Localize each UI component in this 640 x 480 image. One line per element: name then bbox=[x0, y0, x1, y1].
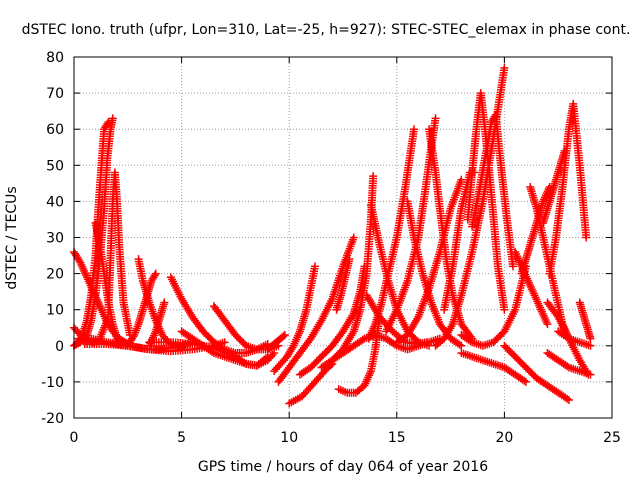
data-point-marker bbox=[509, 262, 518, 271]
data-point-marker bbox=[369, 172, 378, 181]
x-tick-label: 15 bbox=[388, 430, 406, 446]
data-point-marker bbox=[345, 255, 354, 264]
y-tick-label: 70 bbox=[46, 86, 64, 102]
data-series bbox=[392, 175, 466, 347]
x-tick-label: 25 bbox=[603, 430, 621, 446]
data-series bbox=[468, 110, 518, 271]
data-point-marker bbox=[582, 233, 591, 242]
data-point-marker bbox=[279, 332, 288, 341]
y-tick-label: 40 bbox=[46, 194, 64, 210]
y-tick-label: 30 bbox=[46, 231, 64, 247]
x-tick-label: 0 bbox=[70, 430, 79, 446]
data-series bbox=[457, 262, 530, 350]
data-series bbox=[545, 99, 591, 278]
data-series bbox=[366, 201, 434, 350]
data-point-marker bbox=[500, 305, 509, 314]
data-series bbox=[274, 233, 358, 386]
data-point-marker bbox=[455, 340, 464, 349]
plot-frame bbox=[73, 56, 613, 419]
data-point-marker bbox=[563, 394, 572, 403]
y-tick-label: 60 bbox=[46, 122, 64, 138]
data-series bbox=[575, 298, 595, 343]
data-point-marker bbox=[543, 320, 552, 329]
ticks-layer: 0 5 10 15 20 25 -20 -10 0 10 20 30 40 50 60 70 80 bbox=[41, 50, 621, 446]
data-point-marker bbox=[177, 343, 186, 352]
data-point-marker bbox=[586, 341, 595, 350]
y-tick-label: 50 bbox=[46, 158, 64, 174]
data-point-marker bbox=[160, 298, 169, 307]
data-series bbox=[403, 197, 466, 350]
data-point-marker bbox=[108, 114, 117, 123]
data-point-marker bbox=[104, 312, 113, 321]
y-tick-label: -10 bbox=[41, 375, 64, 391]
data-point-marker bbox=[220, 338, 229, 347]
x-tick-label: 10 bbox=[280, 430, 298, 446]
data-series bbox=[500, 341, 573, 404]
data-point-marker bbox=[520, 376, 529, 385]
data-series bbox=[134, 255, 186, 352]
data-series bbox=[457, 349, 530, 386]
y-tick-label: 0 bbox=[55, 339, 64, 355]
chart-title: dSTEC Iono. truth (ufpr, Lon=310, Lat=-2… bbox=[22, 22, 631, 38]
x-axis-label: GPS time / hours of day 064 of year 2016 bbox=[198, 459, 488, 475]
data-point-marker bbox=[349, 233, 358, 242]
data-series bbox=[104, 168, 134, 339]
y-tick-label: -20 bbox=[41, 411, 64, 427]
data-point-marker bbox=[457, 341, 466, 350]
data-point-marker bbox=[500, 63, 509, 72]
data-point-marker bbox=[151, 269, 160, 278]
data-series bbox=[263, 330, 289, 354]
y-tick-label: 20 bbox=[46, 267, 64, 283]
marks-layer bbox=[70, 63, 595, 408]
data-series bbox=[80, 338, 229, 356]
data-point-marker bbox=[586, 370, 595, 379]
data-series bbox=[177, 327, 279, 370]
x-tick-label: 20 bbox=[495, 430, 513, 446]
data-point-marker bbox=[457, 175, 466, 184]
data-series bbox=[511, 247, 552, 329]
data-point-marker bbox=[268, 350, 277, 359]
data-series bbox=[539, 146, 569, 228]
data-point-marker bbox=[311, 262, 320, 271]
data-series bbox=[554, 327, 595, 350]
data-point-marker bbox=[150, 271, 159, 280]
data-point-marker bbox=[586, 334, 595, 343]
y-axis-label: dSTEC / TECUs bbox=[4, 186, 20, 289]
data-point-marker bbox=[564, 395, 573, 404]
y-tick-label: 10 bbox=[46, 303, 64, 319]
data-point-marker bbox=[280, 330, 289, 339]
data-point-marker bbox=[431, 114, 440, 123]
data-point-marker bbox=[410, 125, 419, 134]
data-point-marker bbox=[521, 377, 530, 386]
data-series bbox=[543, 298, 593, 379]
x-tick-label: 5 bbox=[177, 430, 186, 446]
y-tick-label: 80 bbox=[46, 50, 64, 66]
data-point-marker bbox=[422, 338, 431, 347]
data-series bbox=[270, 262, 320, 376]
data-series bbox=[332, 255, 354, 314]
data-series bbox=[543, 349, 595, 379]
